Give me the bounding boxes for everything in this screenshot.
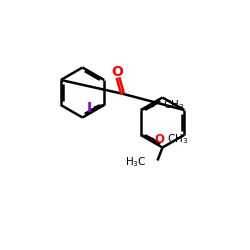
Text: O: O bbox=[155, 133, 165, 146]
Text: CH$_3$: CH$_3$ bbox=[163, 98, 184, 112]
Text: I: I bbox=[86, 100, 92, 114]
Text: O: O bbox=[111, 65, 123, 79]
Text: CH$_3$: CH$_3$ bbox=[167, 132, 188, 146]
Text: H$_3$C: H$_3$C bbox=[126, 156, 147, 170]
